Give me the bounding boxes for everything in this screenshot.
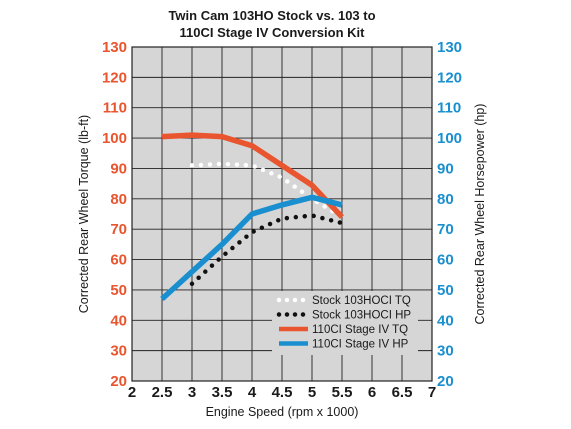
y-tick-left: 60 (110, 252, 127, 269)
y-tick-left: 20 (110, 373, 127, 390)
chart-title-line-1: Twin Cam 103HO Stock vs. 103 to (168, 8, 375, 23)
legend-label: 110CI Stage IV HP (312, 339, 409, 351)
x-tick: 5.5 (332, 384, 353, 401)
y-tick-right: 80 (437, 191, 454, 208)
y-tick-right: 120 (437, 69, 462, 86)
legend-label: 110CI Stage IV TQ (312, 324, 408, 336)
y-tick-left: 90 (110, 160, 127, 177)
y-tick-left: 110 (103, 100, 127, 117)
x-tick: 3 (188, 384, 196, 401)
y-tick-right: 50 (437, 282, 454, 299)
series-line-3 (160, 194, 343, 302)
y-tick-left: 130 (102, 39, 127, 56)
x-tick: 3.5 (212, 384, 233, 401)
y-tick-left: 100 (102, 130, 127, 147)
x-tick: 4.5 (272, 384, 293, 401)
x-tick: 6 (368, 384, 376, 401)
series-lines (160, 132, 345, 302)
x-tick: 2.5 (152, 384, 173, 401)
x-tick: 7 (428, 384, 436, 401)
tick-labels: 20 20 30 30 40 40 50 50 60 60 70 70 80 80 90 90 100 100 11… (102, 39, 462, 401)
y-tick-right: 40 (437, 312, 454, 329)
x-tick: 5 (308, 384, 316, 401)
legend: Stock 103HOCI TQ Stock 103HOCI HP 110CI St… (276, 295, 411, 351)
y-tick-right: 130 (437, 39, 462, 56)
x-tick: 2 (128, 384, 136, 401)
x-axis-label: Engine Speed (rpm x 1000) (206, 405, 359, 419)
y-tick-right: 60 (437, 252, 454, 269)
x-tick: 4 (248, 384, 257, 401)
series-line-2 (161, 132, 345, 219)
series-line-0 (189, 161, 345, 220)
series-line-1 (189, 213, 345, 287)
y-tick-right: 100 (437, 130, 462, 147)
y-tick-right: 90 (437, 160, 454, 177)
y-tick-left: 40 (110, 312, 127, 329)
y-tick-left: 80 (110, 191, 127, 208)
y-tick-left: 30 (110, 343, 127, 360)
y-tick-right: 30 (437, 343, 454, 360)
legend-label: Stock 103HOCI HP (312, 310, 411, 322)
y-axis-label-right: Corrected Rear Wheel Horsepower (hp) (473, 104, 487, 325)
y-tick-left: 50 (110, 282, 127, 299)
y-axis-label-left: Corrected Rear Wheel Torque (lb-ft) (77, 115, 91, 313)
legend-label: Stock 103HOCI TQ (312, 295, 411, 307)
y-tick-left: 120 (102, 69, 127, 86)
chart-title-line-2: 110CI Stage IV Conversion Kit (180, 25, 366, 40)
y-tick-right: 70 (437, 221, 454, 238)
y-tick-right: 110 (437, 100, 461, 117)
y-tick-left: 70 (110, 221, 127, 238)
y-tick-right: 20 (437, 373, 454, 390)
x-tick: 6.5 (392, 384, 413, 401)
